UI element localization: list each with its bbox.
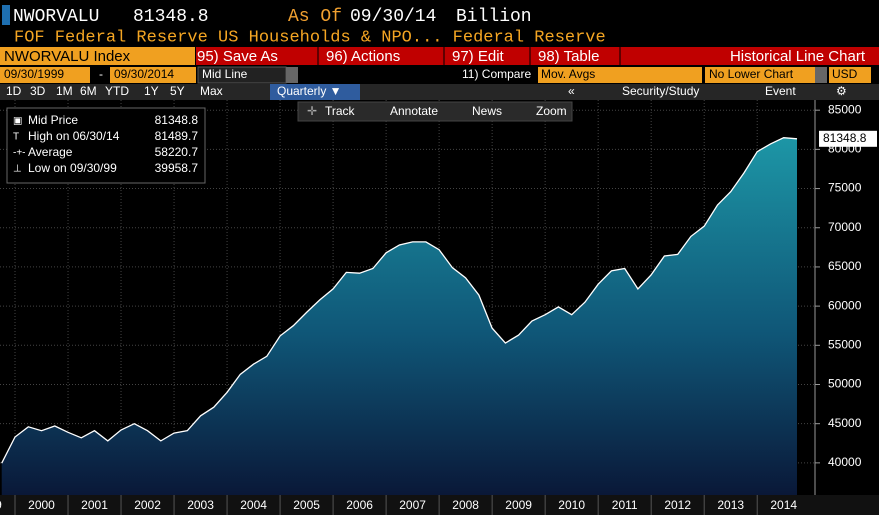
y-tick-label: 85000	[828, 102, 862, 116]
x-tick-label: 2009	[505, 498, 532, 512]
nav-button[interactable]: «	[568, 84, 575, 98]
currency[interactable]: USD	[832, 67, 858, 81]
legend-label: Average	[28, 145, 73, 159]
legend-icon: T	[13, 132, 19, 143]
period-bar	[0, 84, 879, 100]
lower-chart-box[interactable]	[705, 67, 815, 83]
price: 81348.8	[133, 7, 209, 27]
legend-box	[6, 107, 206, 184]
tool-button[interactable]: Zoom	[536, 104, 567, 118]
mov-avgs[interactable]: Mov. Avgs	[541, 67, 595, 81]
period-button[interactable]: 5Y	[170, 84, 185, 98]
frequency[interactable]: Quarterly ▼	[277, 84, 342, 98]
legend-value: 58220.7	[155, 145, 199, 159]
dropdown[interactable]	[815, 67, 827, 83]
legend-value: 81348.8	[155, 113, 199, 127]
x-tick-label: 2010	[558, 498, 585, 512]
units: Billion	[456, 7, 532, 27]
tool-button[interactable]: Annotate	[390, 104, 438, 118]
period-button[interactable]: 1D	[6, 84, 22, 98]
y-tick-label: 65000	[828, 259, 862, 273]
icon: ✛	[307, 104, 317, 118]
y-tick-label: 40000	[828, 455, 862, 469]
security[interactable]: NWORVALU Index	[4, 48, 131, 65]
y-tick-label: 70000	[828, 220, 862, 234]
line	[1, 137, 798, 464]
tool-button[interactable]: Track	[325, 104, 356, 118]
y-tick-label: 55000	[828, 337, 862, 351]
menu-button[interactable]: 95) Save As	[197, 48, 278, 65]
x-tick-label: 2007	[399, 498, 426, 512]
x-tick-label: 2000	[28, 498, 55, 512]
y-tick-label: 50000	[828, 377, 862, 391]
ticker: NWORVALU	[13, 7, 99, 27]
legend-icon: ⊥	[13, 164, 22, 175]
period-button[interactable]: 3D	[30, 84, 46, 98]
as-of-date: 09/30/14	[350, 7, 436, 27]
legend-label: High on 06/30/14	[28, 129, 120, 143]
view-title: Historical Line Chart	[730, 48, 866, 65]
line-type[interactable]: Mid Line	[202, 67, 248, 81]
compare[interactable]: 11) Compare	[462, 67, 531, 81]
x-tick-label: 2002	[134, 498, 161, 512]
menu-button[interactable]: 96) Actions	[326, 48, 400, 65]
x-tick-label: 2003	[187, 498, 214, 512]
last-value-tag	[819, 130, 877, 147]
period-button[interactable]: 6M	[80, 84, 97, 98]
legend-label: Low on 09/30/99	[28, 161, 117, 175]
chart-tools	[297, 101, 573, 122]
x-tick-label: 2006	[346, 498, 373, 512]
x-tick-label: 2011	[612, 498, 638, 512]
x-tick-label: 2001	[81, 498, 108, 512]
menu-button[interactable]: 97) Edit	[452, 48, 505, 65]
y-tick-label: 60000	[828, 298, 862, 312]
legend-value: 39958.7	[155, 161, 199, 175]
period-button[interactable]: YTD	[105, 84, 129, 98]
as-of-label: As Of	[288, 7, 342, 27]
x-tick-label: 2008	[452, 498, 479, 512]
axes: 40000 45000 50000 55000 60000 65000 70000 75000…	[0, 100, 879, 515]
mov-avgs-box[interactable]	[538, 67, 702, 83]
area-fill	[1, 137, 797, 495]
x-tick-label: 2014	[770, 498, 797, 512]
legend-icon: ▣	[13, 116, 22, 127]
x-tick-label: 1999	[0, 498, 2, 512]
x-tick-label: 2012	[664, 498, 691, 512]
x-tick-label: 2004	[240, 498, 267, 512]
legend-icon: -+-	[13, 148, 26, 159]
legend-label: Mid Price	[28, 113, 78, 127]
frequency-box[interactable]	[270, 84, 360, 100]
start-date-box[interactable]	[0, 67, 90, 83]
nav-button[interactable]: Security/Study	[622, 84, 699, 98]
legend-value: 81489.7	[155, 129, 199, 143]
period-button[interactable]: 1M	[56, 84, 73, 98]
settings-icon[interactable]: ⚙	[836, 84, 847, 98]
lower-chart[interactable]: No Lower Chart	[709, 67, 794, 81]
x-tick-label: 2005	[293, 498, 320, 512]
end-date[interactable]: 09/30/2014	[114, 67, 174, 81]
menu-button[interactable]: 98) Table	[538, 48, 599, 65]
tool-button[interactable]: News	[472, 104, 502, 118]
end-date-box[interactable]	[110, 67, 196, 83]
y-tick-label: 45000	[828, 416, 862, 430]
legend: ▣ Mid Price 81348.8 T High on 06/30/14 81489.…	[13, 113, 198, 175]
last-value-label: 81348.8	[823, 131, 867, 145]
x-tick-label: 2013	[717, 498, 744, 512]
menu-bar	[196, 47, 879, 65]
currency-box[interactable]	[829, 67, 871, 83]
date-dash: -	[99, 67, 103, 81]
period-button[interactable]: Max	[200, 84, 223, 98]
plot	[1, 137, 798, 495]
nav-button[interactable]: Event	[765, 84, 796, 98]
description: FOF Federal Reserve US Households & NPO.…	[14, 28, 606, 47]
ticker-marker	[2, 5, 10, 25]
security-box[interactable]	[0, 47, 195, 65]
start-date[interactable]: 09/30/1999	[4, 67, 64, 81]
y-tick-label: 75000	[828, 181, 862, 195]
period-buttons: 1D 3D 1M 6M YTD 1Y 5Y Max	[6, 84, 223, 98]
period-button[interactable]: 1Y	[144, 84, 159, 98]
dropdown[interactable]	[286, 67, 298, 83]
